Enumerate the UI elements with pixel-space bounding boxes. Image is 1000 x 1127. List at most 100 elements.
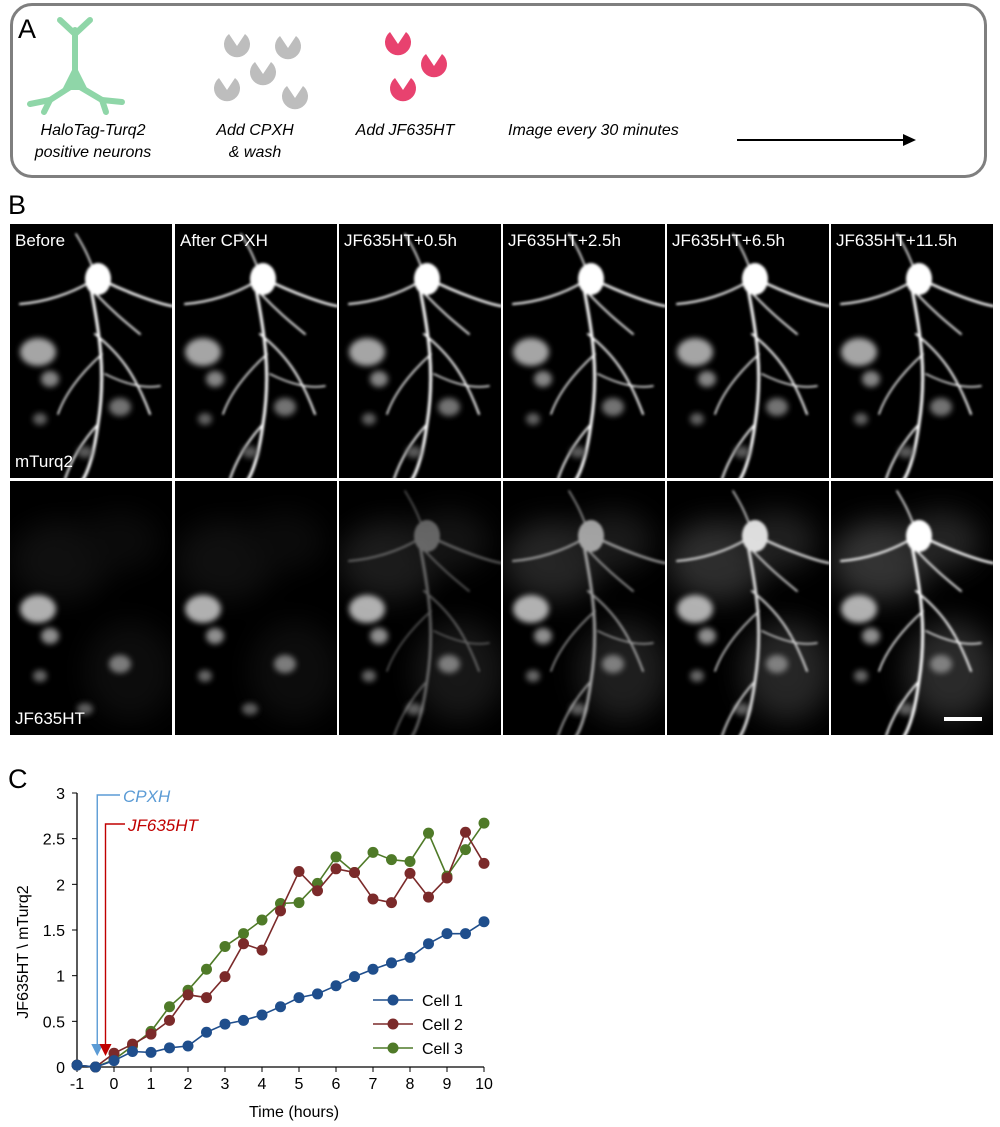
data-point [386,957,397,969]
panel-b-letter: B [8,190,27,220]
data-point [460,928,471,940]
data-point [201,1026,212,1038]
data-point [201,992,212,1004]
y-tick-label: 3 [56,786,65,803]
data-point [404,951,416,963]
treatment-marker-line [96,794,120,1048]
micrograph-tile: JF635HT+11.5h [831,224,993,478]
data-point [238,928,249,940]
micrograph-image [347,232,501,478]
micrograph-tile: Before mTurq2 [10,224,172,478]
data-point [71,1059,83,1071]
data-point [386,897,397,909]
x-tick-label: 9 [443,1076,452,1093]
legend-label: Cell 3 [422,1041,463,1058]
micrograph-tile [339,481,501,735]
data-point [349,971,360,983]
data-point [238,938,249,950]
data-point [367,846,379,858]
micrograph-tile: JF635HT+2.5h [503,224,665,478]
micrograph-image [183,232,337,478]
time-arrow-icon [737,134,916,146]
data-point [201,963,212,975]
x-tick-label: 5 [295,1076,304,1093]
data-point [478,916,490,928]
data-point [404,856,416,867]
data-point [460,826,471,838]
x-tick-label: 6 [332,1076,341,1093]
time-course-chart: -1 0 1 2 3 4 5 6 7 8 9 10 0 0.5 1 1.5 2 2.5 3 CPXH JF635HT … [15,786,493,1121]
data-point [330,851,342,863]
column-caption: Before [15,231,66,250]
row-label: JF635HT [15,709,85,728]
micrograph-image [10,511,172,721]
micrograph-tile [831,481,993,735]
data-point [256,944,268,956]
x-tick-label: 1 [147,1076,156,1093]
x-tick-label: 4 [258,1076,267,1093]
data-point [423,891,434,903]
y-tick-label: 1.5 [43,923,65,940]
data-point [219,940,231,952]
legend-label: Cell 2 [422,1017,463,1034]
micrograph-tile: After CPXH [175,224,337,478]
micrograph-image [667,489,829,735]
x-tick-label: 3 [221,1076,230,1093]
data-point [478,857,490,869]
y-tick-label: 1 [56,969,65,986]
data-point [275,1001,286,1013]
step-caption-line: Add JF635HT [355,122,455,139]
data-point [441,928,453,940]
micrograph-tile [667,481,829,735]
x-tick-label: 7 [369,1076,378,1093]
x-tick-label: 10 [475,1076,493,1093]
y-tick-label: 0 [56,1060,65,1077]
treatment-marker-label: CPXH [123,787,171,806]
data-point [293,897,305,909]
data-point [182,1040,194,1052]
micrograph-image [831,489,993,735]
micrograph-tile [503,481,665,735]
panel-a-box [10,3,987,178]
data-point [90,1061,101,1073]
micrograph-image [18,232,172,478]
column-caption: JF635HT+2.5h [508,231,621,250]
y-tick-label: 0.5 [43,1014,65,1031]
data-point [386,854,397,866]
data-point [145,1046,157,1058]
step-caption-line: positive neurons [34,144,152,161]
data-point [164,1001,175,1013]
jf635ht-molecules-icon [385,32,447,102]
legend-swatch-marker [387,994,399,1006]
data-point [460,844,471,856]
treatment-marker-arrow [99,1044,112,1056]
data-point [349,866,360,878]
data-point [330,980,342,992]
micrograph-tile [175,481,337,735]
y-tick-label: 2 [56,877,65,894]
micrograph-image [839,232,993,478]
micrograph-tile: JF635HT [10,481,172,735]
row-label: mTurq2 [15,452,73,471]
data-point [423,938,434,950]
step-caption-line: Add CPXH [216,122,294,139]
x-tick-label: 8 [406,1076,415,1093]
legend-swatch-marker [387,1018,399,1030]
panel-a-letter: A [18,14,37,44]
x-tick-label: -1 [70,1076,84,1093]
data-point [145,1028,157,1040]
step-caption-cpxh: Add CPXH & wash [185,120,325,164]
data-point [164,1042,175,1054]
treatment-marker-line [104,823,125,1048]
chart-marks: CPXH JF635HT [71,787,490,1073]
step-caption-line: Image every 30 minutes [508,122,679,139]
step-caption-imaging: Image every 30 minutes [508,120,728,142]
column-caption: JF635HT+11.5h [836,231,958,250]
data-point [219,1018,231,1030]
cpxh-molecules-icon [214,34,308,110]
y-tick-label: 2.5 [43,832,65,849]
data-point [478,817,490,829]
micrograph-image [503,489,665,735]
legend-label: Cell 1 [422,993,463,1010]
data-point [367,893,379,905]
